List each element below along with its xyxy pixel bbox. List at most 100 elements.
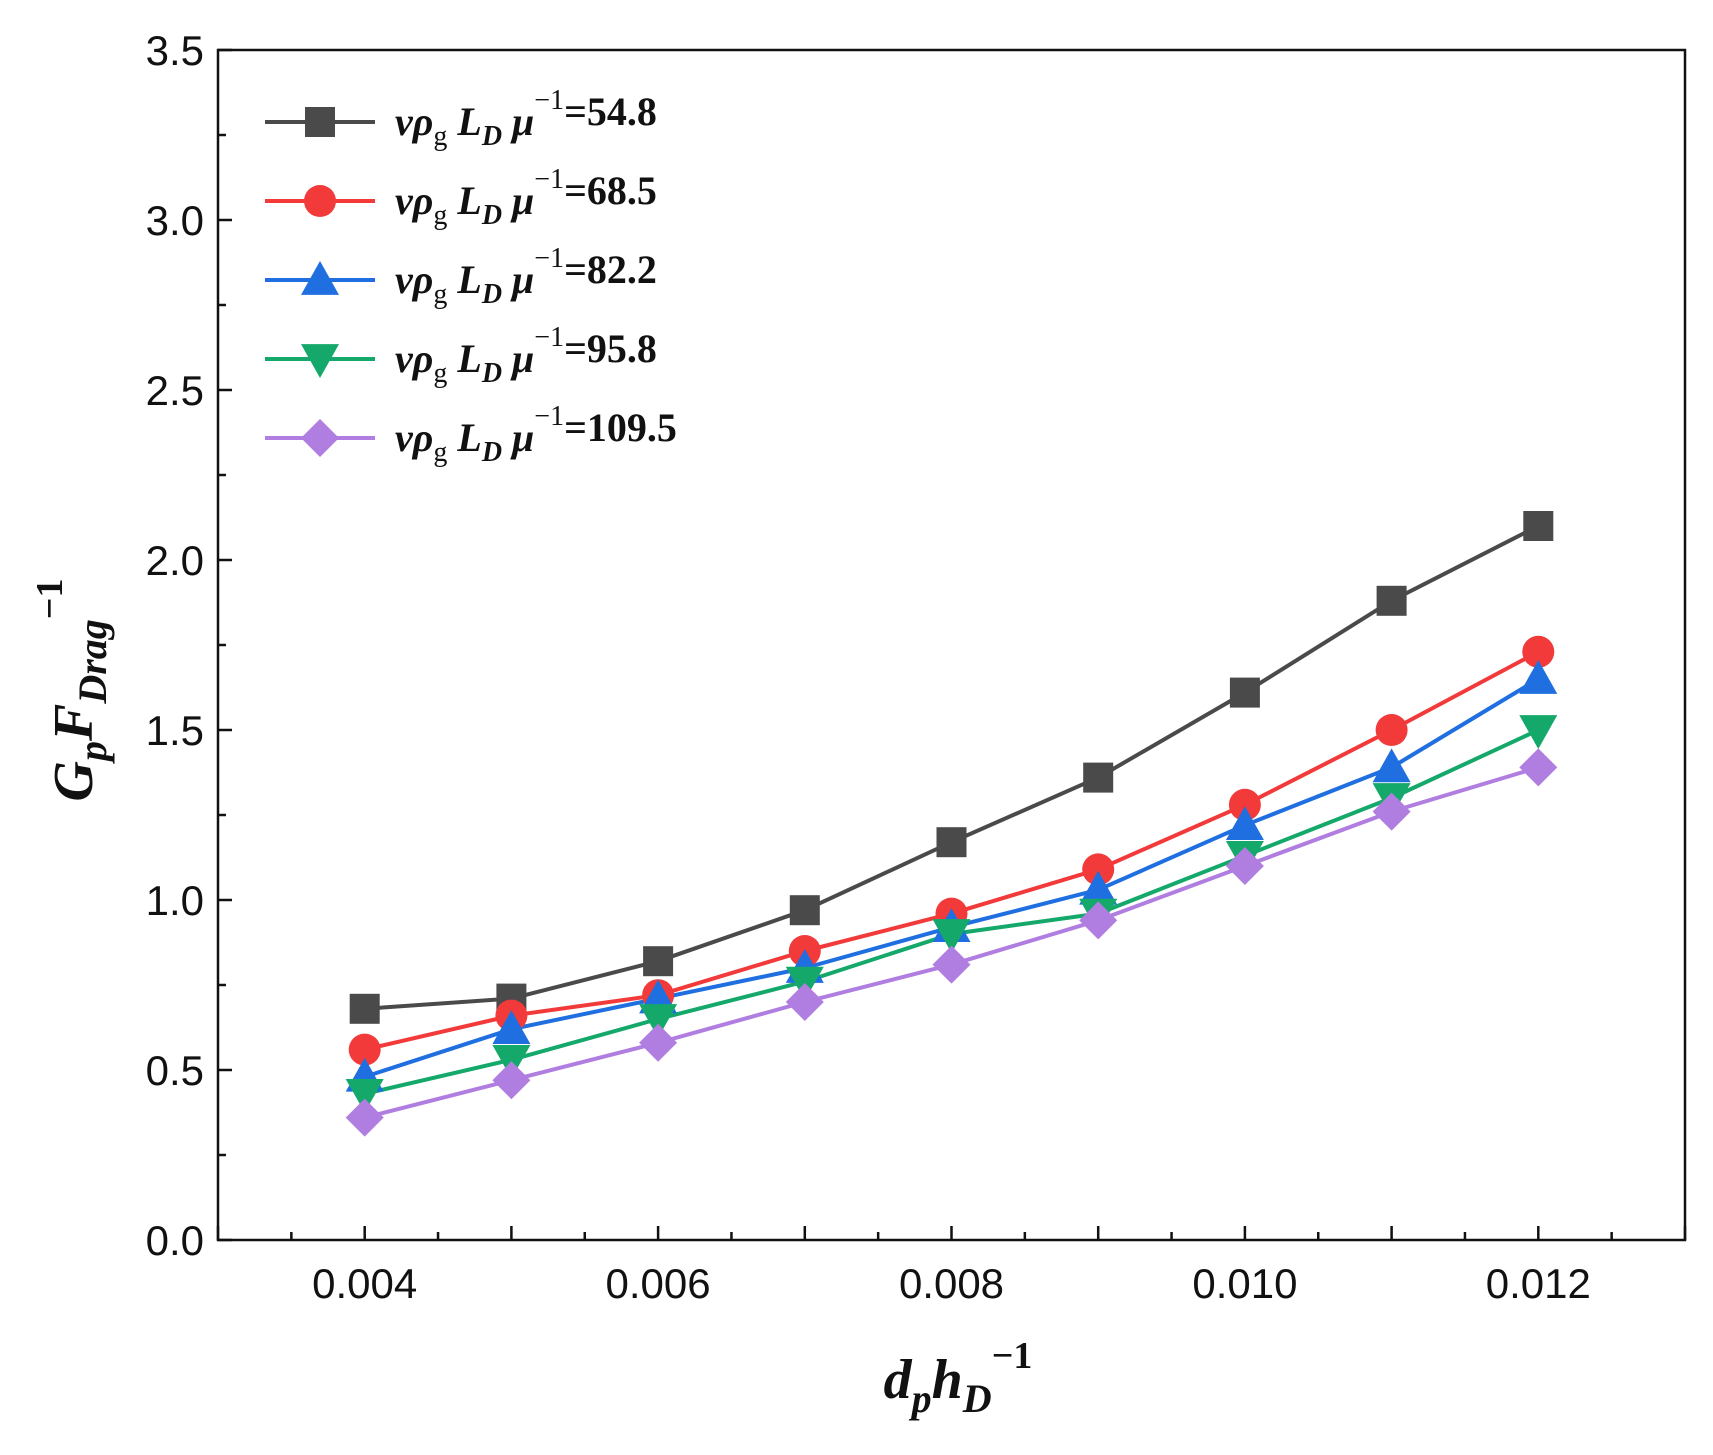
x-tick-label: 0.004 [312,1260,417,1307]
legend-label: vρg LD μ−1=68.5 [395,164,657,231]
legend-label-part: −1 [534,322,564,353]
y-tick-label: 3.5 [146,27,204,74]
data-point-68.5 [1522,635,1555,668]
data-point-54.8 [789,895,820,926]
legend-label-part: D [481,358,502,389]
legend-label-part: L [456,415,481,460]
legend-label-part: ρ [412,257,434,302]
legend-label: vρg LD μ−1=109.5 [395,401,677,468]
x-axis-title: dphD−1 [884,1335,1033,1421]
data-point-82.2 [1519,660,1558,694]
legend-label-part [447,336,457,381]
legend-label-part [502,336,512,381]
legend-label-part: ρ [412,336,434,381]
legend-label-part: μ [510,178,534,223]
y-tick-label: 1.5 [146,707,204,754]
legend-label-part: μ [510,415,534,460]
data-point-54.8 [1083,762,1114,793]
y-tick-label: 1.0 [146,877,204,924]
data-point-109.5 [1372,792,1411,831]
legend-label-part: ρ [412,178,434,223]
data-point-54.8 [936,827,967,858]
legend-label-part: L [456,257,481,302]
legend-label-part: v [395,99,414,144]
legend-label-part: =109.5 [564,405,677,450]
data-point-68.5 [1082,853,1115,886]
data-point-109.5 [492,1061,531,1100]
data-point-68.5 [1228,788,1261,821]
data-point-95.8 [932,919,971,953]
legend-label-part: −1 [534,164,564,195]
data-point-95.8 [345,1078,384,1113]
y-tick-label: 3.0 [146,197,204,244]
legend-label-part [502,178,512,223]
legend-label-part: g [433,358,447,389]
legend-label-part [447,415,457,460]
data-point-109.5 [1519,748,1558,787]
legend-label-part: g [433,437,447,468]
data-point-95.8 [1519,715,1558,749]
data-point-82.2 [1225,806,1264,841]
series-lines [364,524,1540,1120]
legend-label-part [502,415,512,460]
legend-item: vρg LD μ−1=95.8 [265,322,657,389]
data-point-54.8 [1523,511,1554,541]
data-point-54.8 [349,993,380,1024]
legend-label-part: g [433,121,447,152]
data-point-68.5 [1375,714,1408,746]
data-point-54.8 [1229,677,1260,708]
legend-label-part [447,178,457,223]
legend-label: vρg LD μ−1=95.8 [395,322,657,389]
data-point-82.2 [492,1010,531,1045]
y-tick-label: 2.0 [146,537,204,584]
legend-item: vρg LD μ−1=54.8 [265,85,657,152]
legend-item: vρg LD μ−1=68.5 [265,164,657,231]
legend-label-part: L [456,336,481,381]
data-point-54.8 [643,946,674,977]
legend-label-part: ρ [412,415,434,460]
legend-label-part: =68.5 [564,168,657,213]
legend-label-part: L [456,99,481,144]
legend-label-part: =82.2 [564,247,657,292]
legend-item: vρg LD μ−1=82.2 [265,243,657,310]
legend-label-part: −1 [534,85,564,116]
data-point-109.5 [1225,847,1264,885]
y-axis-ticks: 0.0 0.5 1.0 1.5 2.0 2.5 3.0 3.5 [146,27,232,1264]
legend-label-part [502,99,512,144]
legend-label-part: D [481,200,502,231]
y-axis-title: GpFDrag−1 [29,579,115,802]
legend-label-part: −1 [534,401,564,432]
legend-label-part: g [433,279,447,310]
legend-label-part [447,257,457,302]
legend-label-part: v [395,336,414,381]
legend-label: vρg LD μ−1=82.2 [395,243,657,310]
legend-label-part: μ [510,257,534,302]
data-point-82.2 [1079,870,1118,905]
legend-label-part [502,257,512,302]
legend-label-part: μ [510,99,534,144]
x-tick-label: 0.010 [1192,1260,1297,1307]
legend-label-part: −1 [534,243,564,274]
series-line-82.2 [364,677,1540,1079]
legend-label-part: D [481,121,502,152]
data-point-95.8 [639,1004,678,1038]
legend-marker [304,185,336,217]
legend-label-part: L [456,178,481,223]
y-tick-label: 0.0 [146,1217,204,1264]
legend-label: vρg LD μ−1=54.8 [395,85,657,152]
legend-label-part: v [395,178,414,223]
data-point-54.8 [1376,585,1407,616]
data-point-109.5 [1079,901,1118,940]
x-tick-label: 0.006 [606,1260,711,1307]
data-point-109.5 [932,945,971,984]
y-tick-label: 2.5 [146,367,204,414]
legend-label-part: v [395,257,414,302]
legend-label-part [447,99,457,144]
legend-marker [301,419,339,457]
y-tick-label: 0.5 [146,1047,204,1094]
legend-marker [305,107,335,137]
data-point-68.5 [348,1033,381,1066]
legend-marker [301,261,339,295]
